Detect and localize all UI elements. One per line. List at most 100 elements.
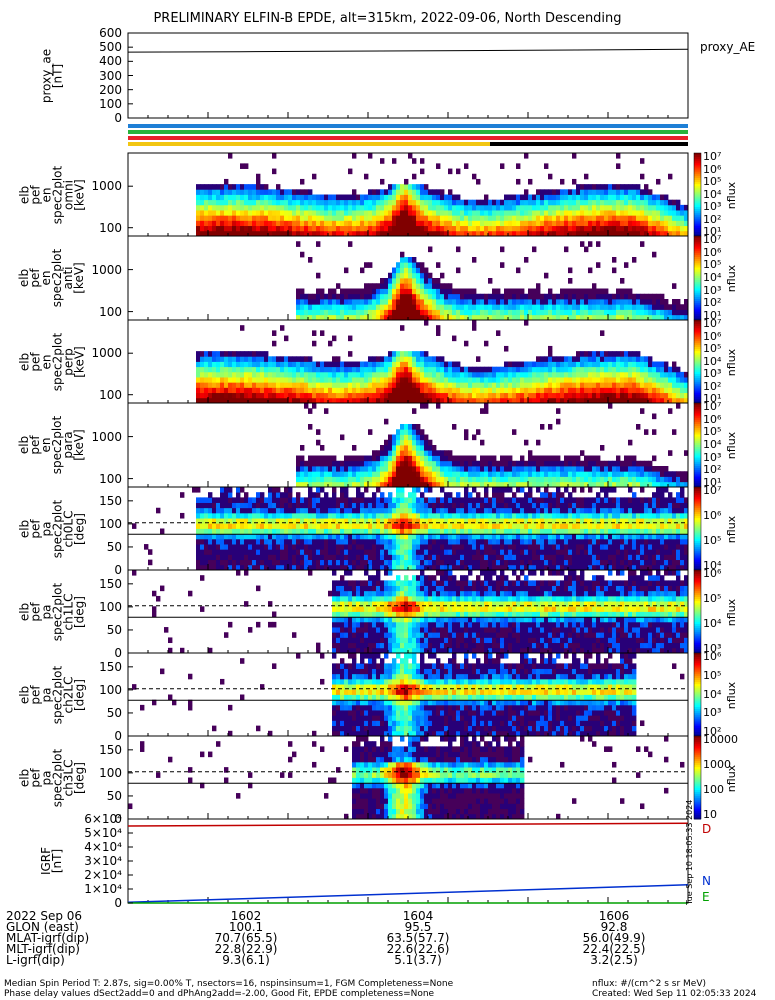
colorbar-tick: 10⁷ [703, 233, 722, 246]
legend-igrf-E: E [702, 890, 710, 904]
colorbar-label: nflux [725, 598, 739, 626]
colorbar-tick: 10¹ [703, 476, 722, 489]
x-row-value: 63.5(57.7) [386, 931, 450, 945]
colorbar-tick: 10⁶ [703, 412, 722, 426]
y-tick-pa-ch1: 50 [106, 622, 122, 637]
series-line-proxy-ae [127, 48, 689, 53]
colorbar-tick: 10⁵ [703, 175, 722, 188]
y-tick-pa-ch2: 100 [99, 682, 122, 697]
figure-title: PRELIMINARY ELFIN-B EPDE, alt=315km, 202… [153, 11, 622, 26]
y-tick-pa-ch1: 150 [99, 576, 122, 591]
colorbar-tick: 10000 [703, 733, 738, 746]
y-axis-label-igrf: IGRF [nT] [39, 846, 64, 876]
series-line-D [127, 822, 689, 827]
y-tick-ae: 600 [99, 26, 122, 40]
series-line-N [127, 884, 689, 904]
colorbar-en-para [694, 403, 701, 488]
colorbar-en-perp [694, 320, 701, 404]
status-bar-black [490, 142, 688, 146]
spectrogram-en-anti [296, 241, 689, 321]
colorbar-tick: 10⁴ [703, 559, 722, 572]
x-row-value: 9.3(6.1) [222, 953, 270, 967]
colorbar-label: nflux [725, 431, 739, 460]
colorbar-tick: 10⁴ [703, 617, 722, 630]
colorbar-frame [693, 735, 702, 820]
y-tick-pa-ch3: 0 [114, 812, 122, 826]
colorbar-tick: 10⁵ [703, 534, 722, 547]
colorbar-tick: 10⁷ [703, 317, 722, 330]
status-bar-green [128, 130, 688, 134]
spectrogram-en-perp [196, 320, 689, 404]
panel-frame-igrf [127, 818, 689, 904]
colorbar-tick: 10 [703, 808, 717, 821]
x-row-value: 1604 [402, 909, 434, 923]
y-tick-pa-ch0: 50 [106, 539, 122, 554]
y-tick-pa-ch0: 0 [114, 563, 122, 577]
colorbar-tick: 10³ [703, 200, 722, 213]
colorbar-tick: 10³ [703, 450, 722, 464]
x-row-label: MLT-igrf(dip) [6, 942, 80, 956]
y-tick-igrf: 1×10⁴ [84, 882, 122, 896]
y-tick-ae: 0 [114, 111, 122, 125]
x-row-value: 1606 [598, 909, 630, 923]
y-tick-igrf: 6×10⁴ [84, 812, 122, 826]
y-tick-en-anti: 100 [99, 304, 122, 319]
y-tick-en-anti: 1000 [91, 262, 122, 277]
colorbar-tick: 10⁴ [703, 687, 722, 701]
colorbar-label: nflux [725, 681, 739, 709]
y-tick-ae: 200 [99, 82, 122, 97]
colorbar-tick: 10⁴ [703, 438, 722, 451]
x-row-value: 5.1(3.7) [394, 953, 442, 967]
colorbar-tick: 10⁵ [703, 592, 722, 605]
colorbar-tick: 10⁴ [703, 187, 722, 201]
colorbar-label: nflux [725, 515, 739, 543]
colorbar-tick: 10⁵ [703, 668, 722, 682]
x-row-value: 92.8 [600, 920, 628, 934]
colorbar-tick: 1000 [703, 758, 731, 771]
colorbar-label: nflux [725, 264, 739, 293]
colorbar-en-omni [694, 153, 701, 237]
x-row-value: 70.7(65.5) [214, 931, 278, 945]
x-row-label: 2022 Sep 06 [6, 909, 83, 923]
spectrogram-pa-ch3 [128, 736, 685, 820]
y-tick-en-omni: 1000 [91, 179, 122, 194]
colorbar-tick: 10¹ [703, 392, 722, 405]
spectrogram-en-para [296, 403, 689, 488]
colorbar-tick: 10³ [703, 642, 722, 655]
spectrogram-pa-ch2 [132, 653, 685, 737]
footer-line-2: Phase delay values dSect2add=0 and dPhAn… [4, 989, 435, 999]
panel-frame-ae [127, 32, 689, 119]
y-axis-label-ae: proxy_ae [nT] [39, 48, 64, 103]
colorbar-label: nflux [725, 764, 739, 792]
x-row-value: 3.2(2.5) [590, 953, 638, 967]
colorbar-tick: 10⁶ [703, 329, 722, 343]
colorbar-tick: 10² [703, 725, 722, 738]
y-tick-en-perp: 1000 [91, 346, 122, 361]
footer-line-1: Median Spin Period T: 2.87s, sig=0.00% T… [4, 979, 454, 989]
footer-units: nflux: #/(cm^2 s sr MeV) [592, 979, 706, 989]
y-tick-ae: 500 [99, 40, 122, 55]
colorbar-tick: 10⁵ [703, 342, 722, 355]
y-tick-pa-ch3: 50 [106, 788, 122, 803]
x-row-value: 100.1 [228, 920, 264, 934]
y-tick-pa-ch1: 0 [114, 646, 122, 660]
y-tick-pa-ch2: 150 [99, 659, 122, 674]
legend-proxy-ae: proxy_AE [700, 40, 756, 54]
legend-igrf-N: N [702, 874, 711, 888]
footer-created: Created: Wed Sep 11 02:05:33 2024 [592, 989, 757, 999]
colorbar-tick: 10² [703, 296, 722, 310]
colorbar-tick: 10³ [703, 367, 722, 380]
colorbar-tick: 10⁷ [703, 150, 722, 163]
colorbar-tick: 10⁵ [703, 258, 722, 272]
colorbar-pa-ch1 [694, 570, 701, 654]
colorbar-tick: 10³ [703, 283, 722, 297]
colorbar-tick: 10⁶ [703, 162, 722, 176]
colorbar-en-anti [694, 236, 701, 321]
y-tick-pa-ch0: 100 [99, 516, 122, 531]
colorbar-tick: 10¹ [703, 225, 722, 238]
side-timestamp: Tue Sep 10 18:05:33 2024 [685, 799, 694, 905]
spectrogram-en-omni [196, 153, 689, 237]
y-tick-pa-ch1: 100 [99, 599, 122, 614]
colorbar-tick: 100 [703, 783, 724, 796]
